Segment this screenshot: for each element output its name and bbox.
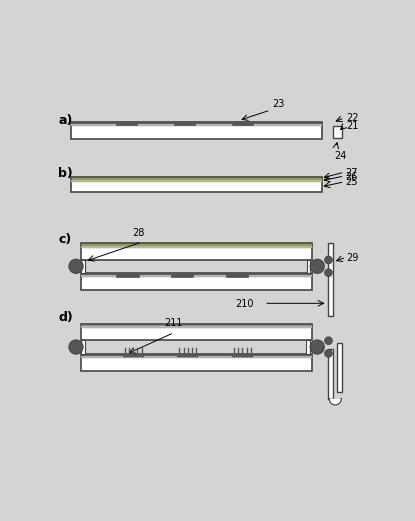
Text: 211: 211 <box>164 318 183 328</box>
Bar <box>174 121 195 125</box>
Bar <box>81 324 312 327</box>
Bar <box>81 356 312 357</box>
Circle shape <box>69 259 83 274</box>
Bar <box>177 356 198 357</box>
Bar <box>81 243 312 246</box>
Circle shape <box>69 340 83 354</box>
Circle shape <box>310 340 324 354</box>
Bar <box>81 324 312 340</box>
Circle shape <box>325 337 332 344</box>
Bar <box>333 126 342 138</box>
Bar <box>171 273 193 277</box>
Text: 21: 21 <box>346 121 359 131</box>
Bar <box>81 243 312 260</box>
Bar <box>71 121 322 124</box>
Text: d): d) <box>58 312 73 325</box>
Text: 25: 25 <box>345 177 358 188</box>
Text: 210: 210 <box>235 299 254 309</box>
Bar <box>337 343 342 392</box>
Text: 22: 22 <box>346 114 359 123</box>
Wedge shape <box>330 399 341 404</box>
Bar <box>81 327 312 328</box>
Circle shape <box>325 269 332 277</box>
Bar <box>81 354 312 371</box>
Bar <box>81 246 312 248</box>
Bar <box>116 121 137 125</box>
Text: a): a) <box>58 114 73 127</box>
Bar <box>307 260 310 273</box>
Bar <box>306 340 310 354</box>
Bar <box>71 180 322 182</box>
Text: 26: 26 <box>345 171 358 182</box>
Text: b): b) <box>58 167 73 180</box>
Bar <box>81 340 85 354</box>
Text: 28: 28 <box>132 228 145 238</box>
Text: c): c) <box>58 232 71 245</box>
Circle shape <box>325 256 332 264</box>
Bar <box>81 273 312 275</box>
Bar <box>71 121 322 139</box>
Bar <box>123 356 144 357</box>
Bar <box>81 273 312 290</box>
Circle shape <box>325 350 332 357</box>
Bar <box>327 349 333 399</box>
Bar <box>71 177 322 180</box>
Text: 27: 27 <box>345 168 358 178</box>
Bar <box>81 275 312 277</box>
Bar <box>71 177 322 192</box>
Bar <box>81 260 85 273</box>
Text: 23: 23 <box>272 98 285 109</box>
Text: 24: 24 <box>334 151 347 160</box>
Bar <box>116 273 139 277</box>
Bar <box>327 243 333 316</box>
Bar <box>226 273 248 277</box>
Circle shape <box>310 259 324 274</box>
Bar <box>232 121 253 125</box>
Bar <box>81 354 312 356</box>
Text: 29: 29 <box>347 253 359 263</box>
Bar <box>71 124 322 126</box>
Bar <box>232 356 253 357</box>
